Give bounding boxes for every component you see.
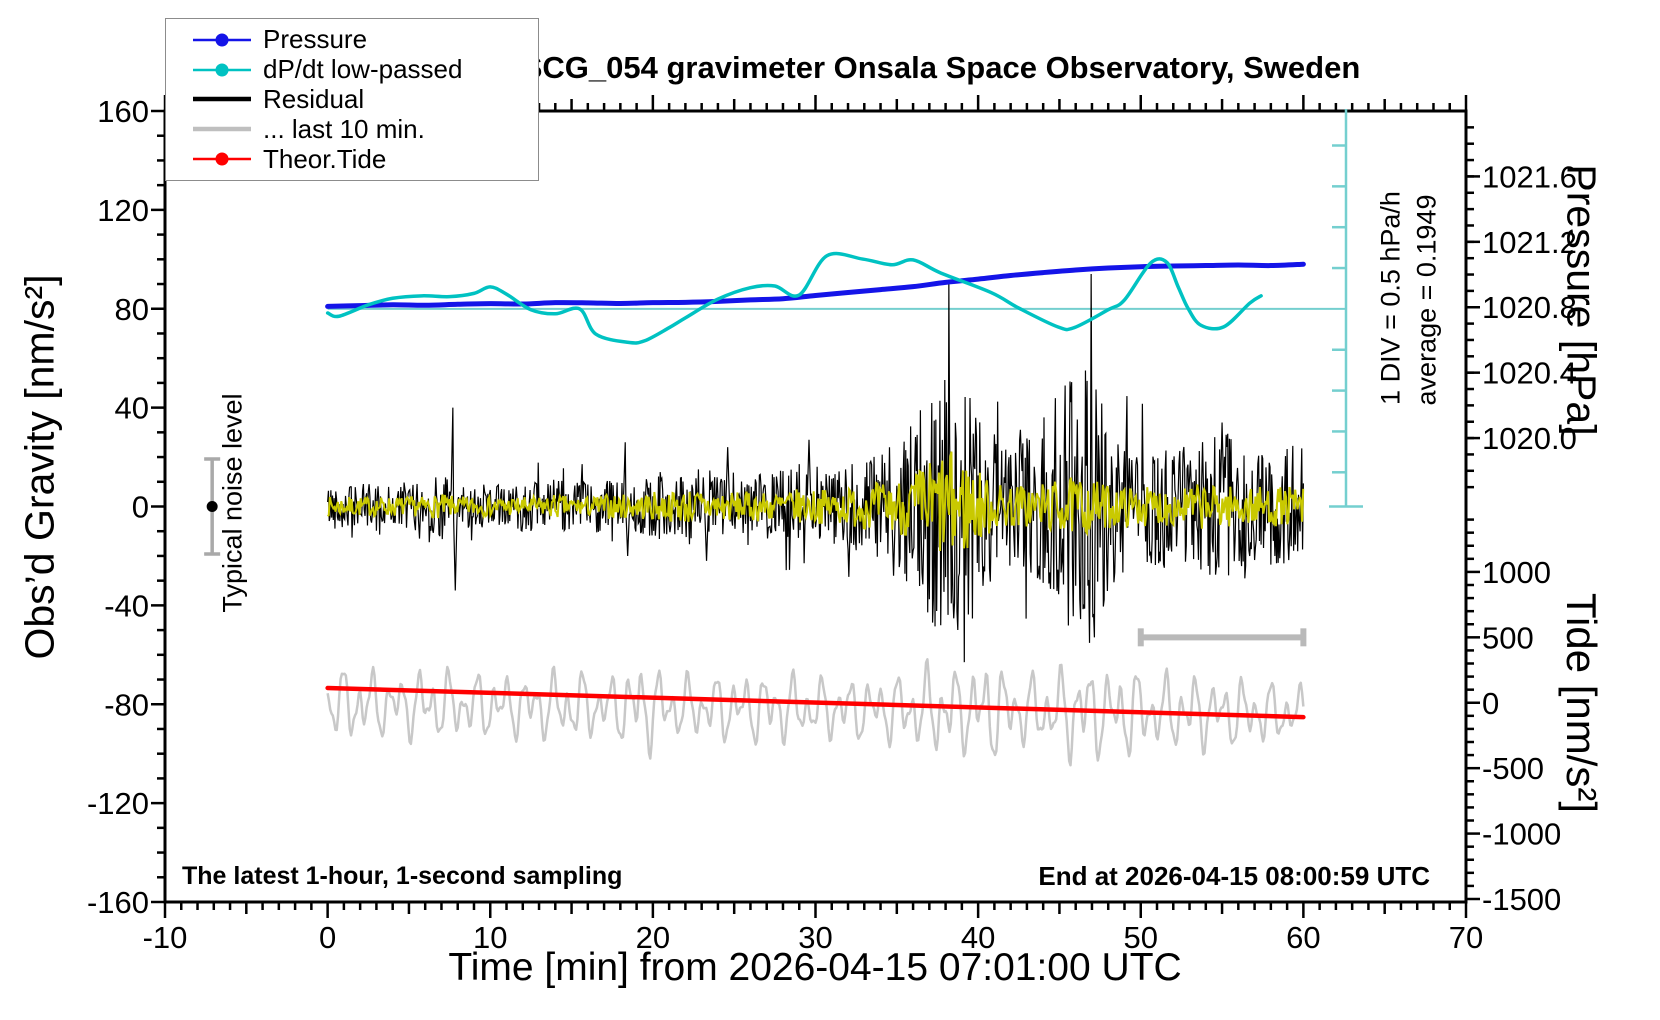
svg-text:60: 60 bbox=[1286, 920, 1320, 955]
residual-trace bbox=[327, 274, 1304, 663]
sampling-note: The latest 1-hour, 1-second sampling bbox=[182, 862, 623, 890]
tide-axis-title: Tide [nm/s²] bbox=[1558, 592, 1605, 814]
residual-path bbox=[327, 274, 1304, 663]
svg-text:-10: -10 bbox=[143, 920, 188, 955]
svg-text:-1500: -1500 bbox=[1482, 882, 1561, 917]
svg-text:40: 40 bbox=[961, 920, 995, 955]
svg-text:120: 120 bbox=[97, 193, 149, 228]
chart-title: SCG_054 gravimeter Onsala Space Observat… bbox=[521, 50, 1361, 85]
noise-level-label: Typical noise level bbox=[217, 393, 248, 613]
svg-text:80: 80 bbox=[115, 292, 149, 327]
noise-level-marker bbox=[204, 457, 221, 556]
svg-text:-160: -160 bbox=[87, 885, 149, 920]
legend-item-last10: ... last 10 min. bbox=[192, 113, 538, 144]
average-dpdt-label: average = 0.1949 bbox=[1411, 194, 1442, 406]
div-scale-label: 1 DIV = 0.5 hPa/h bbox=[1375, 191, 1406, 405]
svg-text:160: 160 bbox=[97, 94, 149, 129]
svg-text:30: 30 bbox=[798, 920, 832, 955]
gravity-axis-ticks: 160 120 80 40 0 -40 -80 -120 -160 bbox=[87, 94, 165, 920]
legend-item-dpdt: dP/dt low-passed bbox=[192, 54, 538, 85]
dpdt-path bbox=[325, 251, 1263, 345]
dpdt-line bbox=[325, 251, 1263, 345]
svg-text:1000: 1000 bbox=[1482, 555, 1551, 590]
legend-label-dpdt: dP/dt low-passed bbox=[263, 54, 463, 85]
svg-text:-80: -80 bbox=[104, 687, 149, 722]
noise-level-dot bbox=[206, 501, 218, 512]
legend-label-pressure: Pressure bbox=[263, 24, 368, 55]
dpdt-axis bbox=[327, 109, 1363, 508]
svg-text:0: 0 bbox=[319, 920, 336, 955]
legend-label-theor-tide: Theor.Tide bbox=[263, 143, 387, 174]
svg-text:0: 0 bbox=[132, 490, 149, 525]
last10-scale-bar bbox=[1137, 628, 1307, 647]
dpdt-line-sample-icon bbox=[193, 63, 251, 77]
last10-path bbox=[326, 658, 1305, 767]
gravity-axis-title: Obs’d Gravity [nm/s²] bbox=[16, 274, 63, 660]
end-time-note: End at 2026-04-15 08:00:59 UTC bbox=[1038, 861, 1430, 891]
svg-text:70: 70 bbox=[1449, 920, 1483, 955]
svg-text:40: 40 bbox=[115, 391, 149, 426]
residual-filtered-trace bbox=[326, 451, 1305, 552]
svg-text:-40: -40 bbox=[104, 588, 149, 623]
legend-item-theor-tide: Theor.Tide bbox=[192, 143, 538, 174]
svg-text:0: 0 bbox=[1482, 686, 1499, 721]
pressure-line bbox=[325, 261, 1306, 309]
pressure-axis-title: Pressure [hPa] bbox=[1558, 164, 1605, 436]
pressure-path bbox=[325, 261, 1306, 309]
last10-residual-trace bbox=[326, 658, 1305, 767]
svg-text:1020.8: 1020.8 bbox=[1482, 290, 1577, 325]
legend-box: Pressure dP/dt low-passed Residual ... l… bbox=[165, 18, 539, 181]
tide-axis-ticks: 1000 500 0 -500 -1000 -1500 bbox=[1466, 518, 1561, 917]
pressure-axis-ticks: 1021.6 1021.2 1020.8 1020.4 1020.0 bbox=[1466, 126, 1577, 489]
svg-text:-120: -120 bbox=[87, 786, 149, 821]
svg-text:10: 10 bbox=[473, 920, 507, 955]
svg-text:-1000: -1000 bbox=[1482, 817, 1561, 852]
theor-tide-path bbox=[325, 685, 1306, 720]
svg-text:1021.6: 1021.6 bbox=[1482, 159, 1577, 194]
svg-text:-500: -500 bbox=[1482, 751, 1544, 786]
svg-text:1020.0: 1020.0 bbox=[1482, 421, 1577, 456]
legend-label-residual: Residual bbox=[263, 83, 365, 114]
svg-text:1021.2: 1021.2 bbox=[1482, 225, 1577, 260]
legend-label-last10: ... last 10 min. bbox=[263, 113, 425, 144]
svg-text:500: 500 bbox=[1482, 620, 1534, 655]
svg-text:20: 20 bbox=[636, 920, 670, 955]
residual-line-sample-icon bbox=[193, 97, 251, 102]
pressure-line-sample-icon bbox=[193, 33, 251, 47]
legend-item-residual: Residual bbox=[192, 83, 538, 114]
theor-tide-line-sample-icon bbox=[193, 152, 251, 166]
legend-item-pressure: Pressure bbox=[192, 24, 538, 55]
svg-text:1020.4: 1020.4 bbox=[1482, 356, 1577, 391]
time-axis-title: Time [min] from 2026-04-15 07:01:00 UTC bbox=[448, 946, 1182, 989]
svg-text:50: 50 bbox=[1124, 920, 1158, 955]
theor-tide-line bbox=[325, 685, 1306, 720]
residual-filtered-path bbox=[326, 451, 1305, 552]
last10-line-sample-icon bbox=[193, 127, 251, 132]
